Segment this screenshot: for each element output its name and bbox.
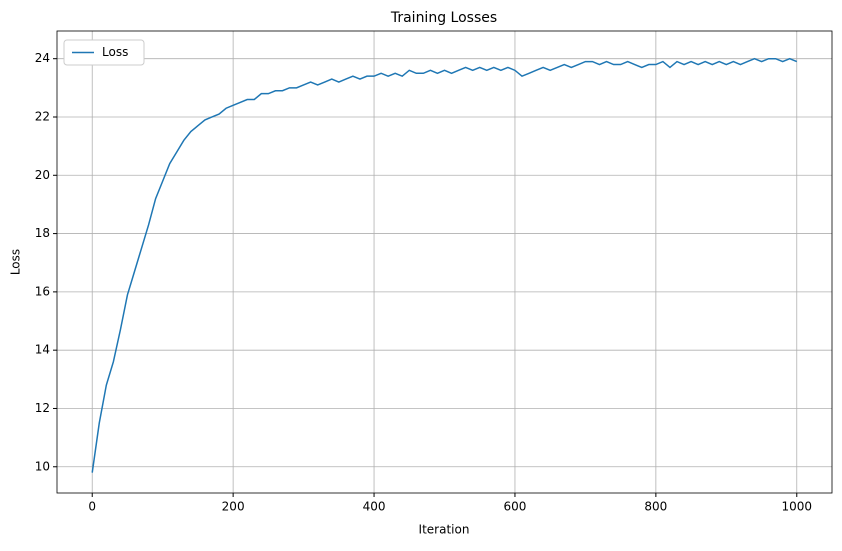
x-tick-label: 1000 [781, 500, 812, 514]
x-tick-label: 800 [644, 500, 667, 514]
x-tick-label: 600 [504, 500, 527, 514]
plot-frame [56, 30, 833, 494]
y-tick-label: 24 [35, 51, 50, 65]
x-tick-label: 200 [222, 500, 245, 514]
chart-title: Training Losses [390, 10, 497, 26]
y-tick-label: 12 [35, 401, 50, 415]
y-tick-label: 18 [35, 226, 50, 240]
x-axis-label: Iteration [419, 523, 470, 537]
y-tick-label: 16 [35, 284, 50, 298]
y-tick-label: 10 [35, 459, 50, 473]
x-tick-label: 400 [363, 500, 386, 514]
y-tick-label: 14 [35, 343, 50, 357]
y-axis-label: Loss [9, 249, 23, 275]
line-series [91, 57, 798, 473]
x-tick-label: 0 [88, 500, 96, 514]
legend-box [63, 39, 145, 66]
legend-label: Loss [102, 45, 128, 59]
y-tick-label: 22 [35, 109, 50, 123]
y-tick-label: 20 [35, 168, 50, 182]
